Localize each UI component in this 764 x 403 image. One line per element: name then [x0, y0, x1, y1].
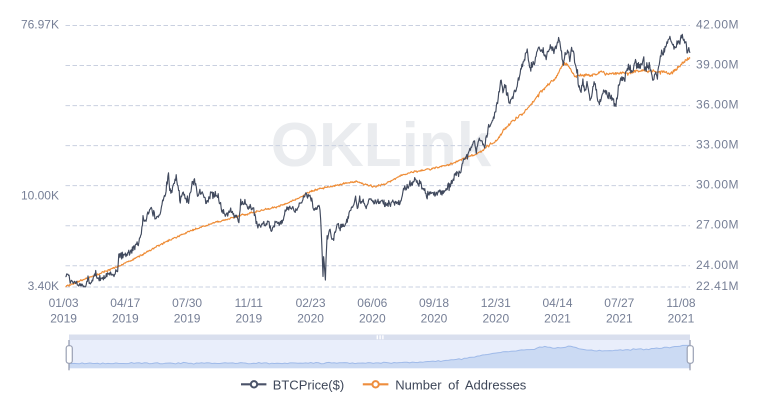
svg-text:2019: 2019 — [235, 311, 262, 325]
svg-text:04/17: 04/17 — [110, 296, 140, 310]
svg-text:76.97K: 76.97K — [21, 18, 59, 32]
svg-text:06/06: 06/06 — [357, 296, 387, 310]
svg-text:10.00K: 10.00K — [21, 189, 59, 203]
svg-text:2021: 2021 — [544, 311, 571, 325]
svg-text:04/14: 04/14 — [542, 296, 572, 310]
svg-text:11/08: 11/08 — [666, 296, 695, 310]
svg-text:2020: 2020 — [482, 311, 509, 325]
svg-text:39.00M: 39.00M — [696, 58, 739, 72]
svg-text:27.00M: 27.00M — [696, 218, 739, 232]
svg-text:3.40K: 3.40K — [28, 279, 59, 293]
svg-text:42.00M: 42.00M — [696, 18, 739, 32]
svg-text:2019: 2019 — [112, 311, 139, 325]
svg-text:2020: 2020 — [421, 311, 448, 325]
svg-text:30.00M: 30.00M — [696, 178, 739, 192]
svg-text:01/03: 01/03 — [49, 296, 79, 310]
svg-text:2020: 2020 — [359, 311, 386, 325]
svg-text:11/11: 11/11 — [235, 296, 264, 310]
svg-text:33.00M: 33.00M — [696, 138, 739, 152]
svg-text:2019: 2019 — [174, 311, 201, 325]
svg-text:2021: 2021 — [668, 311, 695, 325]
svg-text:02/23: 02/23 — [296, 296, 326, 310]
svg-text:24.00M: 24.00M — [696, 258, 739, 272]
svg-text:BTCPrice($): BTCPrice($) — [273, 377, 345, 392]
svg-text:2019: 2019 — [50, 311, 77, 325]
svg-text:36.00M: 36.00M — [696, 98, 739, 112]
svg-text:12/31: 12/31 — [481, 296, 511, 310]
svg-text:2020: 2020 — [297, 311, 324, 325]
svg-text:22.41M: 22.41M — [696, 279, 739, 293]
svg-text:07/30: 07/30 — [172, 296, 202, 310]
svg-text:07/27: 07/27 — [604, 296, 634, 310]
svg-text:2021: 2021 — [606, 311, 633, 325]
svg-text:09/18: 09/18 — [419, 296, 449, 310]
svg-text:Number of Addresses: Number of Addresses — [395, 377, 527, 392]
